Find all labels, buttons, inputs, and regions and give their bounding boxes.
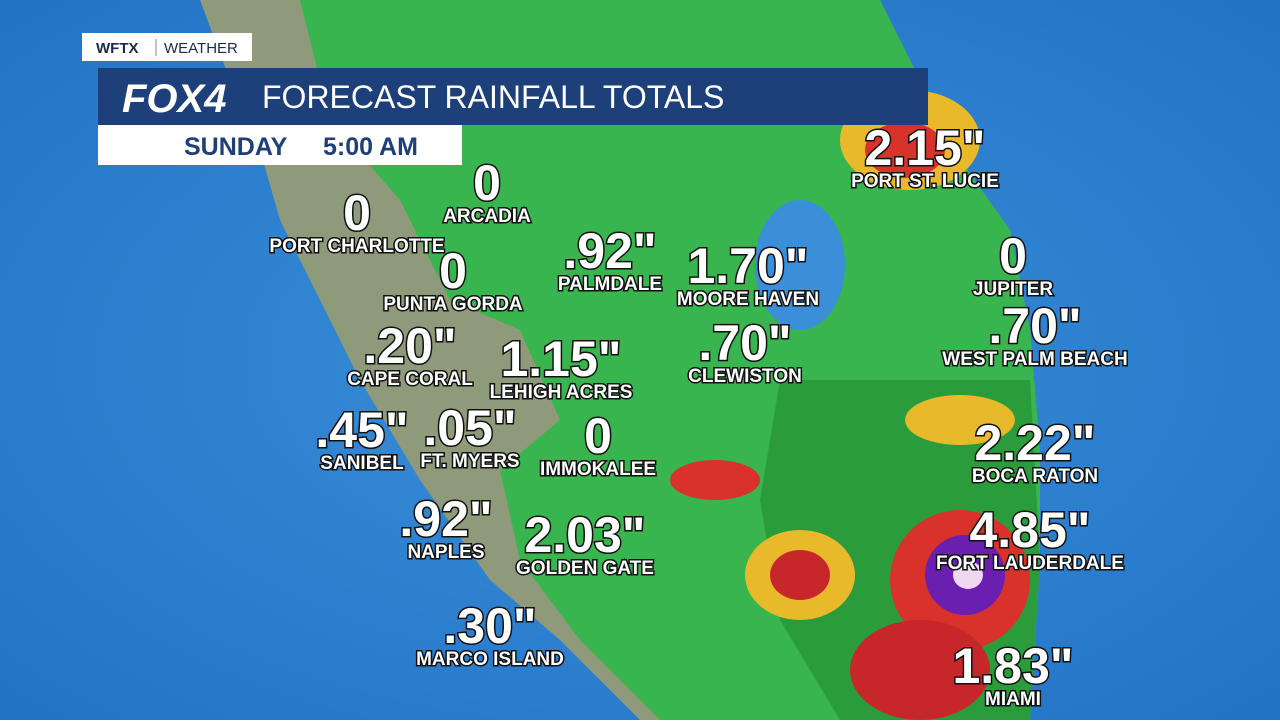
rain-total: 1.15" xyxy=(500,331,621,387)
city-name: MIAMI xyxy=(985,689,1041,710)
rain-total: 2.03" xyxy=(524,507,645,563)
day: SUNDAY xyxy=(184,133,288,161)
time-bar xyxy=(98,125,462,165)
rain-total: 0 xyxy=(473,155,501,211)
city-name: WEST PALM BEACH xyxy=(942,349,1127,370)
city-name: SANIBEL xyxy=(320,453,404,474)
rain-total: .30" xyxy=(443,598,536,654)
city-name: CLEWISTON xyxy=(688,366,802,387)
city-name: JUPITER xyxy=(973,279,1054,300)
title: FORECAST RAINFALL TOTALS xyxy=(262,79,724,115)
city-name: FORT LAUDERDALE xyxy=(936,553,1124,574)
logo: FOX4 xyxy=(122,77,226,121)
rain-total: .92" xyxy=(563,223,656,279)
rain-total: .92" xyxy=(399,491,492,547)
title-bar xyxy=(98,68,928,125)
city-name: PORT CHARLOTTE xyxy=(269,236,444,257)
rain-total: .05" xyxy=(423,400,516,456)
city-name: IMMOKALEE xyxy=(540,459,656,480)
city-name: PUNTA GORDA xyxy=(383,294,523,315)
rain-total: 4.85" xyxy=(969,502,1090,558)
lake-okeechobee xyxy=(755,200,845,330)
rain-total: 0 xyxy=(999,228,1027,284)
city-name: ARCADIA xyxy=(443,206,531,227)
city-name: BOCA RATON xyxy=(972,466,1098,487)
rain-total: 1.70" xyxy=(687,238,808,294)
city-name: MOORE HAVEN xyxy=(677,289,819,310)
rain-total: 0 xyxy=(343,185,371,241)
rain-total: 1.83" xyxy=(952,638,1073,694)
rain-total: 0 xyxy=(584,408,612,464)
rain-extreme xyxy=(953,561,983,589)
rain-total: .45" xyxy=(315,402,408,458)
section: WEATHER xyxy=(164,40,238,57)
station: WFTX xyxy=(96,40,139,57)
rain-total: 2.15" xyxy=(864,120,985,176)
rain-total: .20" xyxy=(363,318,456,374)
city-name: CAPE CORAL xyxy=(347,369,473,390)
rain-total: 0 xyxy=(439,243,467,299)
rain-heavy xyxy=(770,550,830,600)
rain-heavy xyxy=(905,395,1015,445)
rain-heavy xyxy=(865,122,945,178)
rain-total: 2.22" xyxy=(974,415,1095,471)
rain-heavy xyxy=(670,460,760,500)
time: 5:00 AM xyxy=(323,133,418,161)
city-name: FT. MYERS xyxy=(420,451,519,472)
station-tag xyxy=(82,33,252,61)
rain-heavy xyxy=(850,620,990,720)
rain-total: .70" xyxy=(988,298,1081,354)
city-name: PALMDALE xyxy=(558,274,662,295)
city-name: PORT ST. LUCIE xyxy=(851,171,999,192)
city-name: MARCO ISLAND xyxy=(416,649,564,670)
city-name: GOLDEN GATE xyxy=(516,558,654,579)
city-name: LEHIGH ACRES xyxy=(490,382,633,403)
city-name: NAPLES xyxy=(407,542,484,563)
rain-total: .70" xyxy=(698,315,791,371)
